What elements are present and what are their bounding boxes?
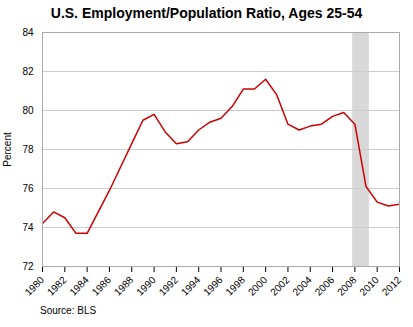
svg-text:Percent: Percent <box>2 132 13 167</box>
html-text:Source: BLS: Source: BLS <box>40 305 97 316</box>
svg-text:2006: 2006 <box>313 274 337 298</box>
svg-text:72: 72 <box>22 261 34 272</box>
svg-text:1980: 1980 <box>23 274 47 298</box>
svg-text:1994: 1994 <box>179 274 203 298</box>
html-text:U.S. Employment/Population Rat: U.S. Employment/Population Ratio, Ages 2… <box>50 5 363 21</box>
svg-text:1998: 1998 <box>223 274 247 298</box>
svg-text:2000: 2000 <box>246 274 270 298</box>
svg-text:2010: 2010 <box>357 274 381 298</box>
svg-text:74: 74 <box>22 222 34 233</box>
svg-text:82: 82 <box>22 66 34 77</box>
svg-text:84: 84 <box>22 27 34 38</box>
svg-text:2012: 2012 <box>380 274 404 298</box>
svg-text:76: 76 <box>22 183 34 194</box>
svg-text:1984: 1984 <box>67 274 91 298</box>
svg-text:1992: 1992 <box>157 274 181 298</box>
svg-text:2002: 2002 <box>268 274 292 298</box>
svg-text:78: 78 <box>22 144 34 155</box>
svg-text:80: 80 <box>22 105 34 116</box>
svg-text:1982: 1982 <box>45 274 69 298</box>
svg-text:1988: 1988 <box>112 274 136 298</box>
svg-text:2004: 2004 <box>290 274 314 298</box>
svg-text:1986: 1986 <box>90 274 114 298</box>
svg-text:1990: 1990 <box>134 274 158 298</box>
svg-text:2008: 2008 <box>335 274 359 298</box>
svg-text:1996: 1996 <box>201 274 225 298</box>
